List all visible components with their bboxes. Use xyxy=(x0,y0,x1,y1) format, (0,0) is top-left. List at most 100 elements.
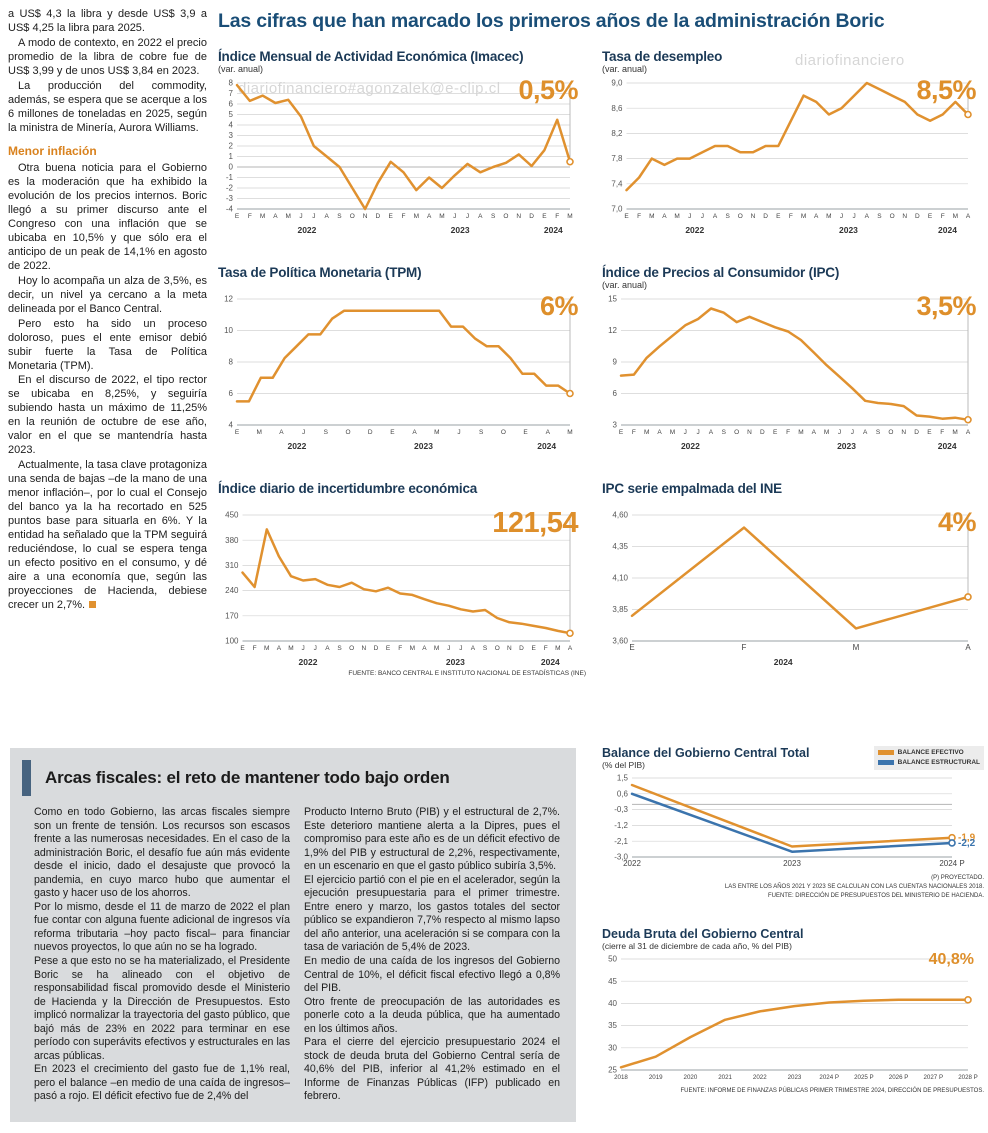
svg-text:M: M xyxy=(410,645,415,652)
svg-text:O: O xyxy=(890,213,895,220)
legend-swatch-efectivo xyxy=(877,750,894,756)
svg-text:9: 9 xyxy=(613,358,618,367)
paragraph: Pero esto ha sido un proceso doloroso, p… xyxy=(8,317,207,372)
chart-desempleo: Tasa de desempleo (var. anual) 8,5% 9,0 8… xyxy=(602,49,984,235)
chart-title: Balance del Gobierno Central Total xyxy=(602,746,810,760)
svg-text:N: N xyxy=(902,213,907,220)
svg-text:J: J xyxy=(453,213,456,220)
svg-text:10: 10 xyxy=(224,326,233,335)
chart-title: Tasa de Política Monetaria (TPM) xyxy=(218,265,422,280)
svg-text:12: 12 xyxy=(608,326,617,335)
svg-text:M: M xyxy=(264,645,269,652)
article-title: Arcas fiscales: el reto de mantener todo… xyxy=(45,768,450,787)
legend-label: BALANCE ESTRUCTURAL xyxy=(897,758,980,766)
svg-text:A: A xyxy=(657,429,662,436)
svg-text:M: M xyxy=(674,213,679,220)
svg-text:M: M xyxy=(286,213,291,220)
latest-value-label: 3,5% xyxy=(916,291,976,321)
svg-text:N: N xyxy=(361,645,366,652)
svg-text:2022: 2022 xyxy=(685,225,704,235)
latest-value-label: 40,8% xyxy=(928,951,974,968)
svg-text:A: A xyxy=(412,429,417,436)
chart-footnotes: FUENTE: INFORME DE FINANZAS PÚBLICAS PRI… xyxy=(602,1087,985,1096)
chart-ipc: Índice de Precios al Consumidor (IPC) (v… xyxy=(602,265,984,451)
svg-text:2: 2 xyxy=(229,142,234,151)
svg-text:2023: 2023 xyxy=(446,657,465,667)
svg-text:E: E xyxy=(927,429,932,436)
svg-text:A: A xyxy=(427,213,432,220)
svg-text:E: E xyxy=(240,645,245,652)
svg-text:M: M xyxy=(826,213,831,220)
svg-text:J: J xyxy=(457,429,460,436)
svg-text:4: 4 xyxy=(229,421,234,430)
svg-text:A: A xyxy=(422,645,427,652)
svg-text:A: A xyxy=(324,213,329,220)
svg-text:7: 7 xyxy=(229,89,234,98)
chart-subtitle: (var. anual) xyxy=(602,280,648,290)
article-columns: Como en todo Gobierno, las arcas fiscale… xyxy=(22,806,560,1104)
svg-text:J: J xyxy=(466,213,469,220)
svg-text:O: O xyxy=(501,429,506,436)
svg-text:S: S xyxy=(722,429,727,436)
article-column-2: Producto Interno Bruto (PIB) y el estruc… xyxy=(304,806,560,1104)
svg-text:100: 100 xyxy=(225,637,239,646)
svg-text:3: 3 xyxy=(229,131,234,140)
svg-text:2022: 2022 xyxy=(299,657,318,667)
svg-text:J: J xyxy=(447,645,450,652)
svg-text:2020: 2020 xyxy=(684,1074,698,1081)
latest-value-label: 8,5% xyxy=(916,75,976,105)
svg-text:O: O xyxy=(349,645,354,652)
line-chart: 8 7 6 5 4 3 2 1 0 -1 -2 -3 -4 E F M A M J J A S O N D E F M A M J J A S O N… xyxy=(218,77,586,235)
svg-text:M: M xyxy=(555,645,560,652)
svg-text:F: F xyxy=(940,429,944,436)
svg-text:D: D xyxy=(374,645,379,652)
line-chart: 4,60 4,35 4,10 3,85 3,60 E F M A 2024 xyxy=(602,509,984,667)
svg-text:2024: 2024 xyxy=(541,657,560,667)
svg-text:2024: 2024 xyxy=(938,441,957,451)
legend-swatch-estructural xyxy=(877,760,894,766)
legend-item-estructural: BALANCE ESTRUCTURAL xyxy=(877,758,980,768)
svg-text:9,0: 9,0 xyxy=(611,79,623,88)
svg-text:A: A xyxy=(273,213,278,220)
svg-text:A: A xyxy=(277,645,282,652)
svg-text:4: 4 xyxy=(229,121,234,130)
chart-subtitle xyxy=(218,280,586,293)
svg-text:3,60: 3,60 xyxy=(612,637,628,646)
svg-text:2027 P: 2027 P xyxy=(923,1074,943,1081)
svg-text:2022: 2022 xyxy=(753,1074,767,1081)
paragraph: (P) PROYECTADO. xyxy=(931,875,984,881)
svg-text:1: 1 xyxy=(229,152,234,161)
chart-subtitle: (var. anual) xyxy=(218,64,264,74)
line-chart: 1,5 0,6 -0,3 -1,2 -2,1 -3,0 2022 2023 2024 P -1,9… xyxy=(602,772,984,872)
svg-text:E: E xyxy=(928,213,933,220)
svg-text:J: J xyxy=(696,429,699,436)
chart-title: Índice de Precios al Consumidor (IPC) xyxy=(602,265,840,280)
svg-text:2024 P: 2024 P xyxy=(939,859,964,868)
paragraph: Por lo mismo, desde el 11 de marzo de 20… xyxy=(34,900,290,954)
legend-label: BALANCE EFECTIVO xyxy=(897,749,964,756)
latest-value-label: 0,5% xyxy=(518,75,578,105)
svg-text:N: N xyxy=(516,213,521,220)
svg-text:S: S xyxy=(876,429,881,436)
svg-text:F: F xyxy=(398,645,402,652)
svg-text:F: F xyxy=(786,429,790,436)
svg-text:O: O xyxy=(345,429,350,436)
svg-text:J: J xyxy=(684,429,687,436)
svg-text:2024: 2024 xyxy=(544,225,563,235)
paragraph: Pese a que esto no se ha materializado, … xyxy=(34,955,290,1062)
svg-text:J: J xyxy=(701,213,704,220)
svg-text:O: O xyxy=(495,645,500,652)
svg-text:D: D xyxy=(529,213,534,220)
svg-text:2022: 2022 xyxy=(623,859,641,868)
source-note: FUENTE: BANCO CENTRAL E INSTITUTO NACION… xyxy=(348,670,586,677)
paragraph: a US$ 4,3 la libra y desde US$ 3,9 a US$… xyxy=(8,8,207,34)
svg-text:M: M xyxy=(567,429,572,436)
fiscal-article-box: Arcas fiscales: el reto de mantener todo… xyxy=(10,748,576,1122)
svg-text:2023: 2023 xyxy=(451,225,470,235)
line-chart: 12 10 8 6 4 E M A J S O D E A M J S O E A M 2022 2023 2024 xyxy=(218,293,586,451)
svg-text:45: 45 xyxy=(608,977,617,986)
main-headline: Las cifras que han marcado los primeros … xyxy=(218,10,885,32)
svg-text:A: A xyxy=(965,643,971,652)
svg-text:J: J xyxy=(459,645,462,652)
svg-text:E: E xyxy=(390,429,395,436)
